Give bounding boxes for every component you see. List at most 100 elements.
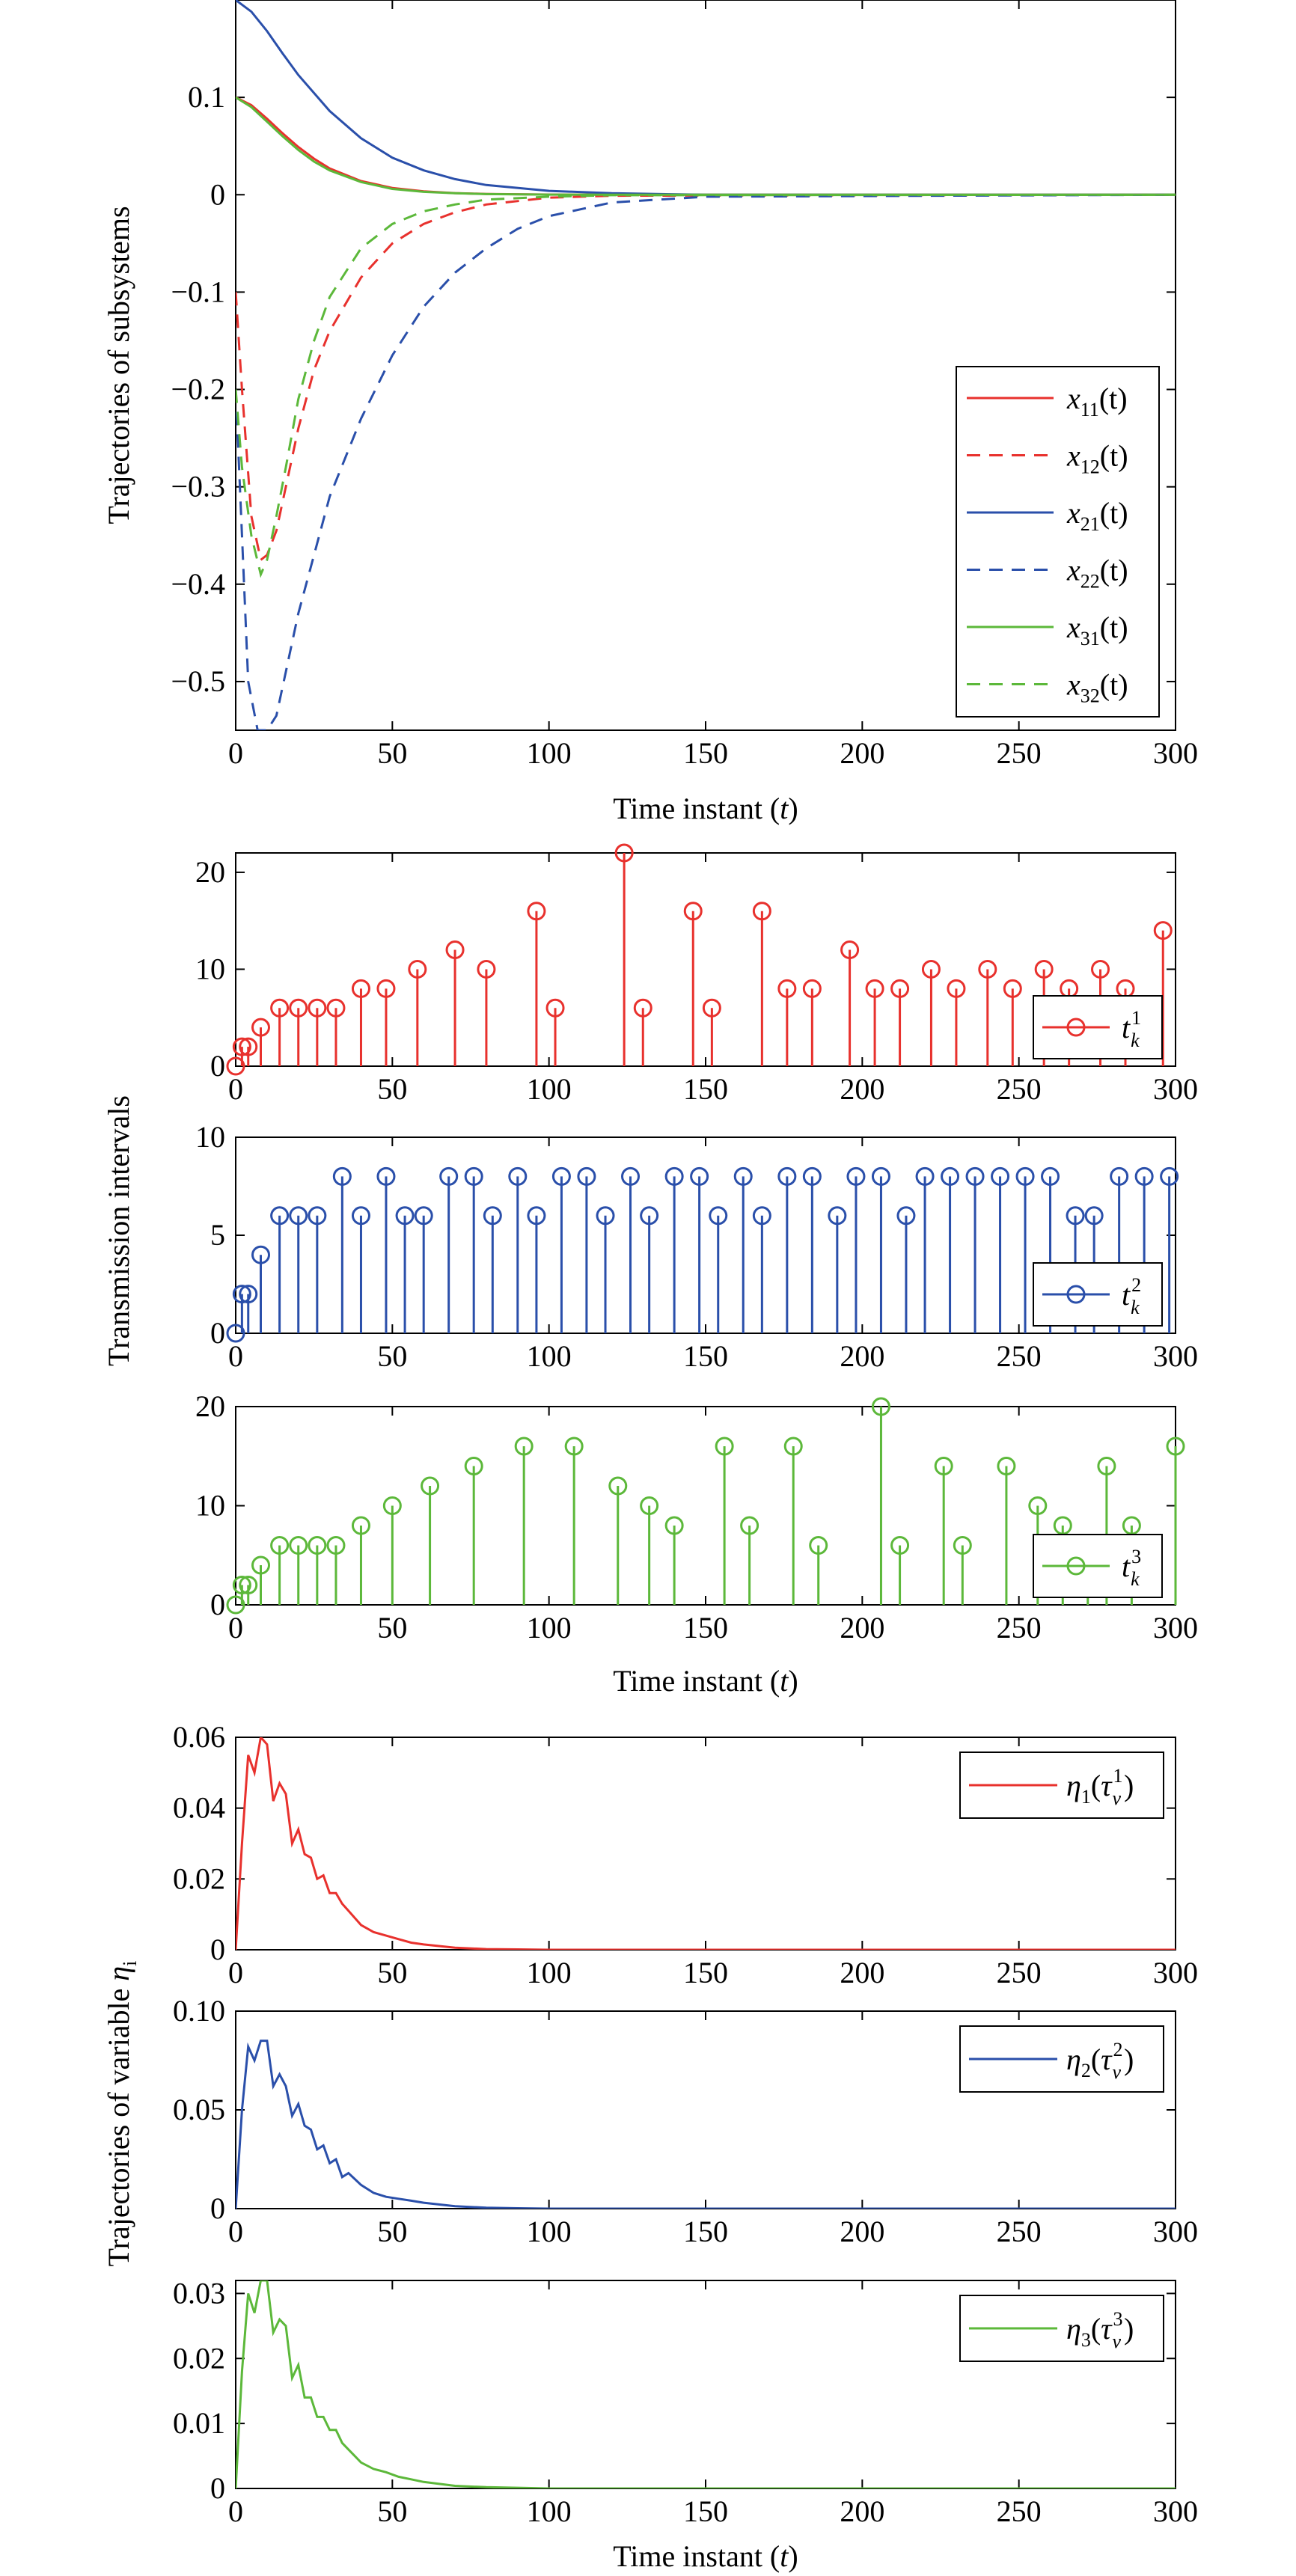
stem-marker: [664, 1166, 684, 1186]
stem-marker: [1166, 1437, 1185, 1456]
stem-marker: [702, 998, 721, 1018]
eta2-ytick-label: 0: [210, 2191, 225, 2225]
stem-marker: [232, 1285, 251, 1304]
stem-marker: [997, 1457, 1016, 1475]
stem-marker: [1091, 959, 1110, 979]
eta2-xtick-label: 100: [527, 2215, 572, 2248]
stem-marker: [683, 902, 703, 921]
eta3-xtick-label: 100: [527, 2494, 572, 2528]
stem3-xtick-label: 250: [997, 1611, 1042, 1645]
stem1-xtick-label: 200: [840, 1072, 884, 1106]
stem-marker: [1066, 1206, 1085, 1226]
legend-label-31: x31(t): [1066, 611, 1128, 649]
stem1-ytick-label: 0: [210, 1049, 225, 1083]
stem-marker: [308, 1536, 327, 1555]
stem3-ytick-label: 20: [195, 1389, 225, 1423]
stem-marker: [239, 1037, 258, 1056]
stem-marker: [464, 1166, 483, 1186]
stem-legend-label: t3 k: [1122, 1546, 1141, 1590]
stem-marker: [232, 1576, 251, 1594]
stem1-xtick-label: 100: [527, 1072, 572, 1106]
eta-line-3: [236, 2280, 1176, 2488]
stem2-xtick-label: 150: [683, 1339, 728, 1373]
stem-marker: [551, 1166, 571, 1186]
stem2-xtick-label: 100: [527, 1339, 572, 1373]
stem-marker: [508, 1166, 528, 1186]
eta-ylabel: Trajectories of variable ηi: [102, 1961, 141, 2267]
stem-marker: [351, 1516, 370, 1535]
stem-marker: [445, 940, 465, 960]
stem-marker: [890, 1536, 910, 1555]
traj-ylabel: Trajectories of subsystems: [102, 206, 135, 524]
stem-marker: [1041, 1166, 1060, 1186]
stem-marker: [596, 1206, 615, 1226]
stem-marker: [709, 1206, 728, 1226]
eta3-xtick-label: 300: [1153, 2494, 1198, 2528]
eta3-xtick-label: 0: [228, 2494, 243, 2528]
stem-marker: [840, 940, 860, 960]
stem-marker: [640, 1206, 659, 1226]
stem-marker: [1084, 1206, 1104, 1226]
traj-xtick-label: 100: [527, 736, 572, 770]
stem-marker: [752, 1206, 771, 1226]
traj-ytick-label: 0: [210, 177, 225, 211]
stem-marker: [226, 1056, 245, 1076]
eta3-xtick-label: 50: [377, 2494, 407, 2528]
traj-legend: [956, 366, 1160, 718]
legend-marker: [1066, 1018, 1086, 1037]
stem-marker: [545, 998, 565, 1018]
eta-xlabel: Time instant (t): [613, 2539, 798, 2573]
traj-xtick-label: 200: [840, 736, 884, 770]
stem-marker: [464, 1457, 483, 1475]
stem-marker: [351, 979, 370, 998]
traj-ytick-label: 0.1: [188, 80, 225, 114]
stem-marker: [890, 979, 910, 998]
eta3-xtick-label: 250: [997, 2494, 1042, 2528]
stem1-xtick-label: 300: [1153, 1072, 1198, 1106]
stem-marker: [608, 1476, 628, 1496]
stem-marker: [251, 1245, 270, 1264]
series-line-31: [236, 96, 1176, 196]
traj-xtick-label: 0: [228, 736, 243, 770]
eta3-xtick-label: 150: [683, 2494, 728, 2528]
series-line-11: [236, 96, 1176, 196]
eta2-xtick-label: 0: [228, 2215, 243, 2248]
eta-series-group: [236, 2280, 1176, 2488]
stem-marker: [477, 959, 496, 979]
eta-series-group: [236, 2040, 1176, 2209]
eta2-xtick-label: 250: [997, 2215, 1042, 2248]
stem-marker: [947, 979, 966, 998]
stem-marker: [802, 979, 822, 998]
stem-marker: [1015, 1166, 1035, 1186]
stem-marker: [740, 1516, 759, 1535]
eta1-ytick-label: 0.06: [173, 1720, 225, 1754]
traj-ytick-label: −0.3: [171, 470, 225, 504]
eta-line-2: [236, 2040, 1176, 2209]
stem-marker: [289, 1536, 308, 1555]
legend-label-22: x22(t): [1066, 554, 1128, 593]
traj-xtick-label: 250: [997, 736, 1042, 770]
stem-marker: [846, 1166, 866, 1186]
eta2-ytick-label: 0.10: [173, 1994, 225, 2028]
stem-marker: [896, 1206, 916, 1226]
eta2-ytick-label: 0.05: [173, 2093, 225, 2126]
eta3-ytick-label: 0.01: [173, 2406, 225, 2440]
stem2-ytick-label: 5: [210, 1218, 225, 1252]
stem-xlabel: Time instant (t): [613, 1664, 798, 1698]
stem-marker: [376, 979, 396, 998]
stem-marker: [934, 1457, 953, 1475]
stem-marker: [640, 1496, 659, 1515]
stem3-xtick-label: 50: [377, 1611, 407, 1645]
stem-marker: [376, 1166, 396, 1186]
eta2-xtick-label: 50: [377, 2215, 407, 2248]
stem-marker: [239, 1285, 258, 1304]
stem-marker: [395, 1206, 415, 1226]
stem-marker: [382, 1496, 402, 1515]
stem-marker: [978, 959, 997, 979]
traj-xtick-label: 300: [1153, 736, 1198, 770]
stem-marker: [1153, 921, 1173, 940]
stem-marker: [1160, 1166, 1179, 1186]
stem-marker: [351, 1206, 370, 1226]
eta1-xtick-label: 100: [527, 1956, 572, 1989]
